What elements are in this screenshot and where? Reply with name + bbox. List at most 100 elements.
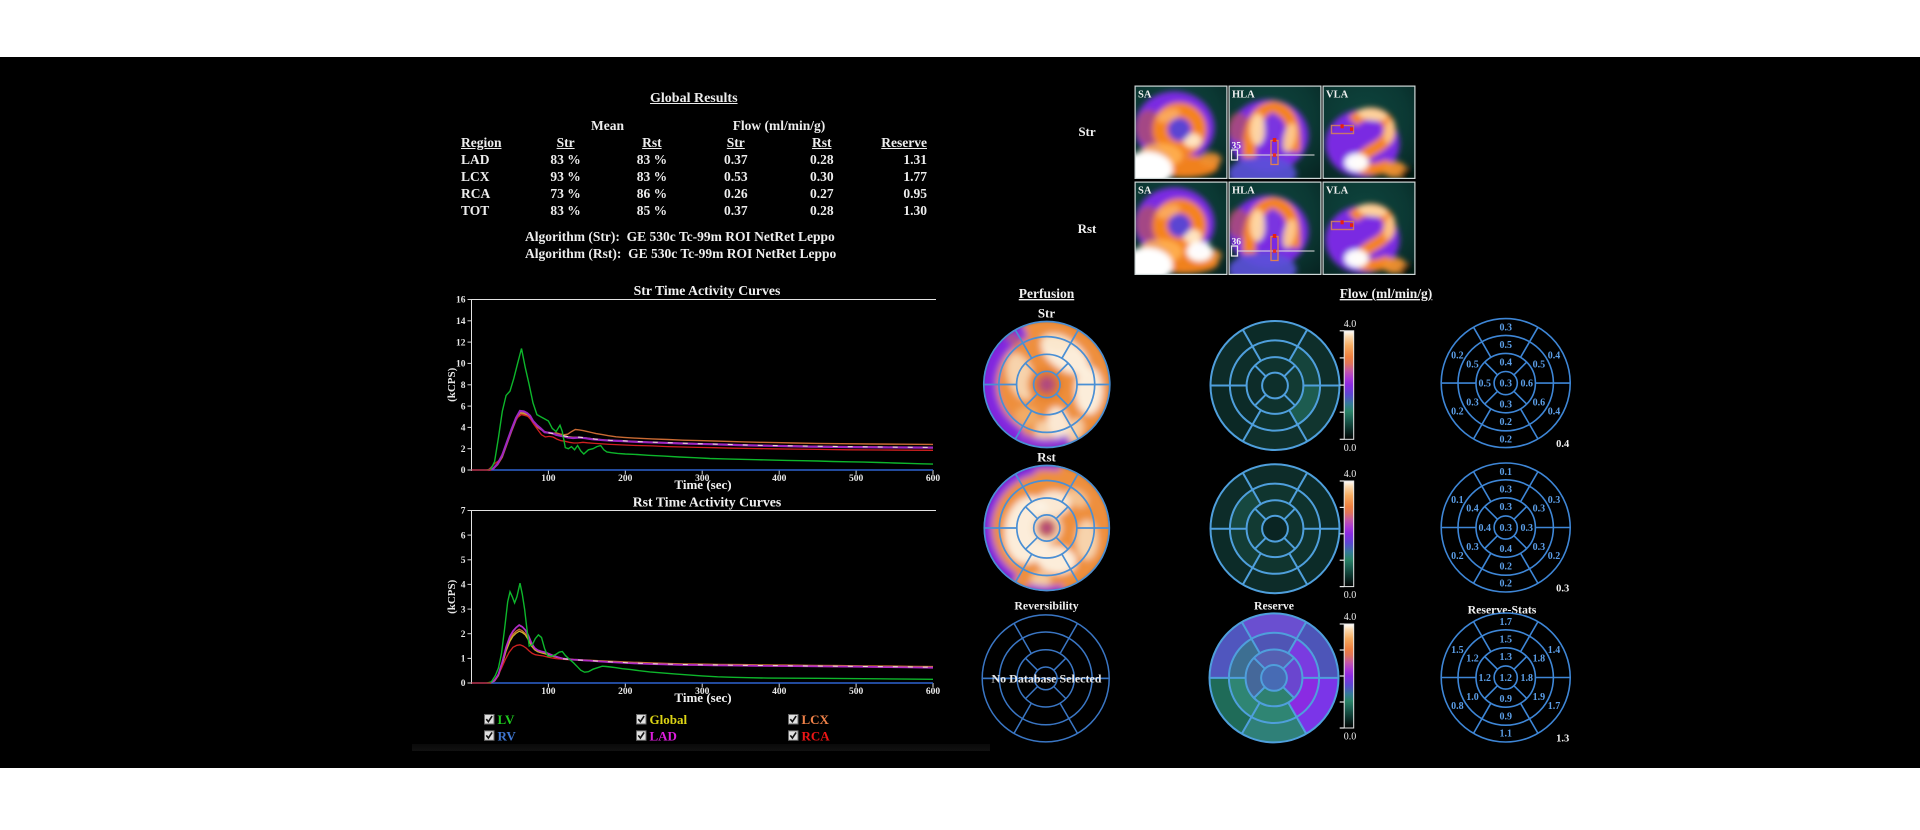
svg-text:500: 500 xyxy=(849,474,864,484)
svg-text:RV: RV xyxy=(498,728,517,743)
svg-text:0.4: 0.4 xyxy=(1548,351,1561,362)
svg-text:0.3: 0.3 xyxy=(1466,542,1479,553)
svg-text:1.7: 1.7 xyxy=(1548,701,1561,712)
svg-text:0.0: 0.0 xyxy=(1344,443,1357,454)
svg-text:Global: Global xyxy=(650,712,688,727)
svg-text:Time (sec): Time (sec) xyxy=(674,690,731,705)
svg-text:0.3: 0.3 xyxy=(1548,495,1561,506)
svg-text:1.3: 1.3 xyxy=(1499,652,1512,663)
svg-text:0.9: 0.9 xyxy=(1499,711,1512,722)
svg-text:0.2: 0.2 xyxy=(1499,561,1512,572)
svg-text:0.4: 0.4 xyxy=(1548,406,1561,417)
svg-text:SA: SA xyxy=(1138,90,1152,101)
svg-text:1.2: 1.2 xyxy=(1499,673,1512,684)
svg-text:6: 6 xyxy=(461,402,466,412)
svg-text:1.0: 1.0 xyxy=(1466,692,1479,703)
svg-text:5: 5 xyxy=(461,556,466,566)
svg-text:0.3: 0.3 xyxy=(1499,485,1512,496)
svg-text:0.4: 0.4 xyxy=(1499,358,1512,369)
svg-text:1.1: 1.1 xyxy=(1499,729,1512,740)
svg-text:2: 2 xyxy=(461,445,466,455)
svg-text:Reserve-Stats: Reserve-Stats xyxy=(1468,603,1537,617)
svg-text:1.7: 1.7 xyxy=(1499,617,1512,628)
svg-text:SA: SA xyxy=(1138,186,1152,197)
svg-text:0.3: 0.3 xyxy=(1499,523,1512,534)
svg-text:1.8: 1.8 xyxy=(1520,673,1533,684)
svg-text:0.3: 0.3 xyxy=(1533,504,1546,515)
svg-text:1.2: 1.2 xyxy=(1478,673,1491,684)
svg-text:0.3: 0.3 xyxy=(1556,584,1569,595)
svg-text:1.2: 1.2 xyxy=(1466,654,1479,665)
svg-text:4: 4 xyxy=(461,424,466,434)
svg-text:0: 0 xyxy=(461,679,466,689)
svg-text:0.8: 0.8 xyxy=(1451,701,1464,712)
svg-text:Reserve: Reserve xyxy=(1254,599,1294,613)
svg-text:0.4: 0.4 xyxy=(1466,504,1479,515)
svg-text:0.3: 0.3 xyxy=(1466,398,1479,409)
svg-text:4.0: 4.0 xyxy=(1344,319,1357,330)
svg-text:2: 2 xyxy=(461,630,466,640)
svg-text:0.2: 0.2 xyxy=(1451,551,1464,562)
svg-text:0.4: 0.4 xyxy=(1499,544,1512,555)
svg-text:10: 10 xyxy=(456,360,466,370)
svg-text:0.6: 0.6 xyxy=(1520,379,1533,390)
svg-text:0.2: 0.2 xyxy=(1499,417,1512,428)
svg-text:Flow (ml/min/g): Flow (ml/min/g) xyxy=(1340,286,1433,301)
svg-text:No Database Selected: No Database Selected xyxy=(992,672,1102,686)
svg-text:1.9: 1.9 xyxy=(1533,692,1546,703)
svg-text:(kCPS): (kCPS) xyxy=(446,367,458,402)
svg-text:600: 600 xyxy=(926,687,941,697)
svg-text:600: 600 xyxy=(926,474,941,484)
svg-text:0.4: 0.4 xyxy=(1478,523,1491,534)
svg-text:1.8: 1.8 xyxy=(1533,654,1546,665)
svg-text:100: 100 xyxy=(541,474,556,484)
svg-text:0.2: 0.2 xyxy=(1451,351,1464,362)
svg-text:Perfusion: Perfusion xyxy=(1019,286,1075,301)
svg-text:Rst Time Activity Curves: Rst Time Activity Curves xyxy=(633,495,782,510)
svg-text:RCA: RCA xyxy=(802,728,831,743)
svg-text:0.2: 0.2 xyxy=(1548,551,1561,562)
svg-text:400: 400 xyxy=(772,474,787,484)
svg-text:0.3: 0.3 xyxy=(1499,502,1512,513)
svg-text:3: 3 xyxy=(461,605,466,615)
svg-text:300: 300 xyxy=(695,687,710,697)
svg-text:Reversibility: Reversibility xyxy=(1014,599,1078,613)
svg-text:Time (sec): Time (sec) xyxy=(674,477,731,492)
svg-text:0.0: 0.0 xyxy=(1344,732,1357,743)
svg-text:LV: LV xyxy=(498,712,515,727)
svg-text:0.5: 0.5 xyxy=(1499,340,1512,351)
svg-text:16: 16 xyxy=(456,296,466,306)
svg-text:VLA: VLA xyxy=(1326,186,1349,197)
svg-text:8: 8 xyxy=(461,381,466,391)
svg-text:500: 500 xyxy=(849,687,864,697)
svg-text:0.2: 0.2 xyxy=(1499,434,1512,445)
svg-text:0.3: 0.3 xyxy=(1499,323,1512,334)
svg-text:35: 35 xyxy=(1232,142,1242,152)
svg-text:0.1: 0.1 xyxy=(1499,467,1512,478)
svg-text:1.4: 1.4 xyxy=(1548,645,1561,656)
svg-text:0.2: 0.2 xyxy=(1499,579,1512,590)
svg-text:0.5: 0.5 xyxy=(1478,379,1491,390)
svg-text:0.3: 0.3 xyxy=(1533,542,1546,553)
svg-text:(kCPS): (kCPS) xyxy=(446,579,458,614)
svg-text:VLA: VLA xyxy=(1326,90,1349,101)
svg-text:0.2: 0.2 xyxy=(1451,406,1464,417)
svg-text:1.5: 1.5 xyxy=(1499,635,1512,646)
svg-text:200: 200 xyxy=(618,474,633,484)
svg-text:1.5: 1.5 xyxy=(1451,645,1464,656)
svg-text:Rst: Rst xyxy=(1037,450,1056,465)
svg-text:4.0: 4.0 xyxy=(1344,469,1357,480)
svg-text:12: 12 xyxy=(456,338,466,348)
svg-text:Rst: Rst xyxy=(1078,221,1097,236)
svg-text:Str: Str xyxy=(1038,306,1056,321)
svg-text:0.3: 0.3 xyxy=(1499,379,1512,390)
svg-text:7: 7 xyxy=(461,507,466,517)
svg-text:0.6: 0.6 xyxy=(1533,398,1546,409)
svg-text:Str Time Activity Curves: Str Time Activity Curves xyxy=(634,283,781,298)
svg-text:LCX: LCX xyxy=(802,712,830,727)
svg-text:0.1: 0.1 xyxy=(1451,495,1464,506)
svg-text:400: 400 xyxy=(772,687,787,697)
svg-text:1: 1 xyxy=(461,655,466,665)
svg-text:0.5: 0.5 xyxy=(1466,359,1479,370)
svg-text:200: 200 xyxy=(618,687,633,697)
